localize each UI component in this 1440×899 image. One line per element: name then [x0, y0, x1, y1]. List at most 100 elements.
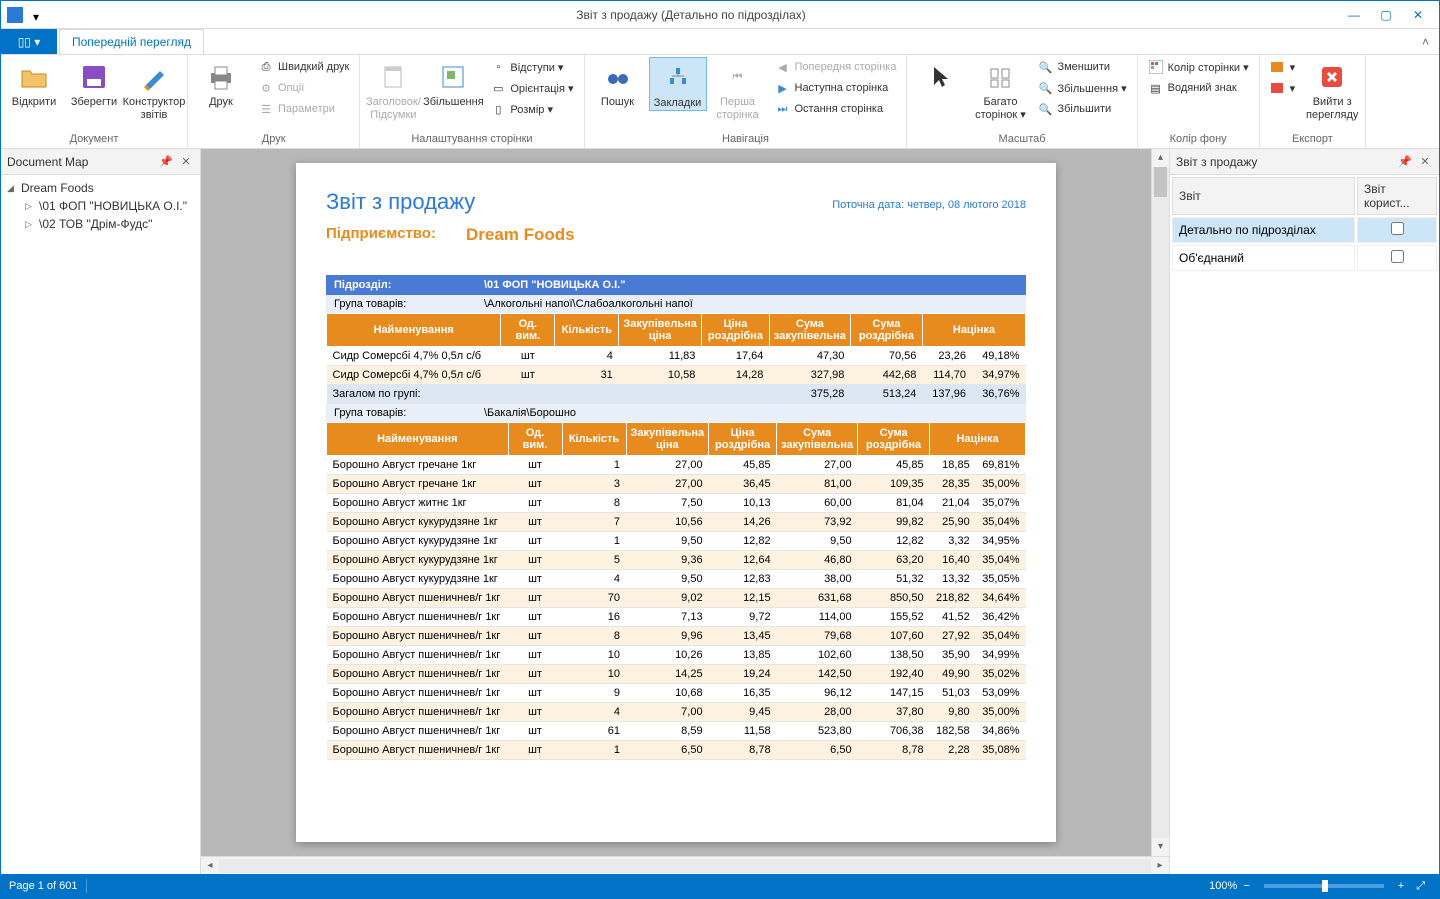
enterprise-label: Підприємство: — [326, 225, 436, 245]
find-button[interactable]: Пошук — [589, 57, 647, 109]
docmap-title: Document Map — [7, 155, 88, 169]
ribbon-collapse-icon[interactable]: ˄ — [1412, 29, 1439, 54]
pin-icon[interactable]: 📌 — [1397, 154, 1413, 170]
group-total-row: Загалом по групі:375,28513,24137,9636,76… — [327, 385, 1026, 404]
user-report-checkbox[interactable] — [1391, 250, 1404, 263]
scroll-down-icon[interactable]: ▾ — [1152, 838, 1169, 856]
expand-icon[interactable]: ▷ — [25, 201, 35, 212]
scroll-left-icon[interactable]: ◂ — [201, 860, 219, 871]
prev-page-button[interactable]: ◀Попередня сторінка — [769, 57, 903, 77]
docmap-tree: ◢Dream Foods ▷\01 ФОП "НОВИЦЬКА О.І." ▷\… — [1, 175, 200, 874]
tree-item[interactable]: ▷\01 ФОП "НОВИЦЬКА О.І." — [1, 197, 200, 215]
many-pages-button[interactable]: Багато сторінок ▾ — [971, 57, 1029, 121]
scroll-thumb[interactable] — [1154, 167, 1167, 197]
open-button[interactable]: Відкрити — [5, 57, 63, 109]
scroll-up-icon[interactable]: ▴ — [1152, 149, 1169, 167]
tree-root[interactable]: ◢Dream Foods — [1, 179, 200, 197]
collapse-icon[interactable]: ◢ — [7, 183, 17, 194]
watermark-icon: ▤ — [1148, 80, 1164, 96]
send-icon — [1270, 80, 1286, 96]
group-header: Група товарів:\Алкогольні напої\Слабоалк… — [326, 295, 1026, 313]
report-row[interactable]: Об'єднаний — [1172, 245, 1437, 271]
ribbon-tabs: ▯▯ ▾ Попередній перегляд ˄ — [1, 29, 1439, 55]
zoom-slider-thumb[interactable] — [1322, 880, 1328, 892]
app-icon — [7, 7, 23, 23]
page-color-button[interactable]: Колір сторінки ▾ — [1142, 57, 1255, 77]
send-button[interactable]: ▾ — [1264, 78, 1302, 98]
export-to-button[interactable]: ▾ — [1264, 57, 1302, 77]
report-row[interactable]: Детально по підрозділах — [1172, 217, 1437, 243]
tab-preview[interactable]: Попередній перегляд — [59, 29, 204, 54]
zoom-in-button[interactable]: 🔍Збільшити — [1031, 99, 1132, 119]
margins-button[interactable]: ▫Відступи ▾ — [484, 57, 579, 77]
headerfooter-button[interactable]: Заголовок/Підсумки — [364, 57, 422, 121]
table-row: Борошно Август пшеничнев/г 1кгшт167,139,… — [327, 608, 1026, 627]
file-tab[interactable]: ▯▯ ▾ — [1, 29, 57, 54]
print-button[interactable]: Друк — [192, 57, 250, 109]
statusbar: Page 1 of 601 100% − + ⤢ — [1, 874, 1439, 898]
zoom-slider[interactable] — [1264, 884, 1384, 888]
close-panel-icon[interactable]: ✕ — [178, 154, 194, 170]
horizontal-scrollbar[interactable]: ◂ ▸ — [201, 856, 1169, 874]
titlebar: ▾ Звіт з продажу (Детально по підрозділа… — [1, 1, 1439, 29]
designer-button[interactable]: Конструктор звітів — [125, 57, 183, 121]
size-button[interactable]: ▯Розмір ▾ — [484, 99, 579, 119]
scale-button[interactable]: Збільшення — [424, 57, 482, 109]
data-table: НайменуванняОд. вим.КількістьЗакупівельн… — [326, 313, 1026, 404]
enterprise-value: Dream Foods — [466, 225, 575, 245]
pin-icon[interactable]: 📌 — [158, 154, 174, 170]
ribbon-group-export: ▾ ▾ Вийти з перегляду Експорт — [1260, 55, 1367, 148]
headerfooter-icon — [377, 61, 409, 93]
tree-item[interactable]: ▷\02 ТОВ "Дрім-Фудс" — [1, 215, 200, 233]
table-row: Борошно Август гречане 1кгшт327,0036,458… — [327, 475, 1026, 494]
pointer-button[interactable] — [911, 57, 969, 96]
close-panel-icon[interactable]: ✕ — [1417, 154, 1433, 170]
scroll-right-icon[interactable]: ▸ — [1151, 860, 1169, 871]
last-page-button[interactable]: ⏭Остання сторінка — [769, 99, 903, 119]
maximize-button[interactable]: ▢ — [1371, 5, 1401, 25]
reports-table: Звіт Звіт корист... Детально по підрозді… — [1170, 175, 1439, 273]
content-area: Document Map 📌 ✕ ◢Dream Foods ▷\01 ФОП "… — [1, 149, 1439, 874]
zoom-fit-icon[interactable]: ⤢ — [1410, 880, 1431, 893]
user-report-checkbox[interactable] — [1391, 222, 1404, 235]
col-header[interactable]: Звіт — [1172, 177, 1355, 215]
table-row: Борошно Август гречане 1кгшт127,0045,852… — [327, 456, 1026, 475]
qat-dropdown-icon[interactable]: ▾ — [33, 10, 43, 20]
group-label: Навігація — [589, 131, 903, 148]
table-row: Борошно Август кукурудзяне 1кгшт710,5614… — [327, 513, 1026, 532]
group-label: Масштаб — [911, 131, 1132, 148]
zoom-icon: 🔍 — [1037, 80, 1053, 96]
col-header[interactable]: Звіт корист... — [1357, 177, 1437, 215]
reports-panel-header: Звіт з продажу 📌 ✕ — [1170, 149, 1439, 175]
zoom-out-button[interactable]: 🔍Зменшити — [1031, 57, 1132, 77]
table-row: Сидр Сомерсбі 4,7% 0,5л с/бшт3110,5814,2… — [327, 366, 1026, 385]
watermark-button[interactable]: ▤Водяний знак — [1142, 78, 1255, 98]
close-preview-icon — [1316, 61, 1348, 93]
table-row: Борошно Август кукурудзяне 1кгшт49,5012,… — [327, 570, 1026, 589]
vertical-scrollbar[interactable]: ▴ ▾ — [1151, 149, 1169, 856]
prev-icon: ◀ — [775, 59, 791, 75]
scale-icon — [437, 61, 469, 93]
quick-print-icon: ⎙ — [258, 59, 274, 75]
quick-print-button[interactable]: ⎙Швидкий друк — [252, 57, 355, 77]
next-page-button[interactable]: ▶Наступна сторінка — [769, 78, 903, 98]
ribbon-group-nav: Пошук Закладки ⏮Перша сторінка ◀Попередн… — [585, 55, 908, 148]
page-viewport[interactable]: Поточна дата: четвер, 08 лютого 2018 Зві… — [201, 149, 1151, 856]
zoom-button[interactable]: 🔍Збільшення ▾ — [1031, 78, 1132, 98]
many-pages-icon — [984, 61, 1016, 93]
reports-list-panel: Звіт з продажу 📌 ✕ Звіт Звіт корист... Д… — [1169, 149, 1439, 874]
print-options-button[interactable]: ⚙Опції — [252, 78, 355, 98]
close-preview-button[interactable]: Вийти з перегляду — [1303, 57, 1361, 121]
bookmarks-button[interactable]: Закладки — [649, 57, 707, 111]
ribbon-group-bg: Колір сторінки ▾ ▤Водяний знак Колір фон… — [1138, 55, 1260, 148]
expand-icon[interactable]: ▷ — [25, 219, 35, 230]
zoom-plus-button[interactable]: + — [1392, 880, 1410, 892]
close-button[interactable]: ✕ — [1403, 5, 1433, 25]
minimize-button[interactable]: — — [1339, 5, 1369, 25]
ribbon-group-print: Друк ⎙Швидкий друк ⚙Опції ☰Параметри Дру… — [188, 55, 360, 148]
save-button[interactable]: Зберегти — [65, 57, 123, 109]
orientation-button[interactable]: ▭Орієнтація ▾ — [484, 78, 579, 98]
first-page-button[interactable]: ⏮Перша сторінка — [709, 57, 767, 121]
print-params-button[interactable]: ☰Параметри — [252, 99, 355, 119]
zoom-minus-button[interactable]: − — [1237, 880, 1255, 892]
